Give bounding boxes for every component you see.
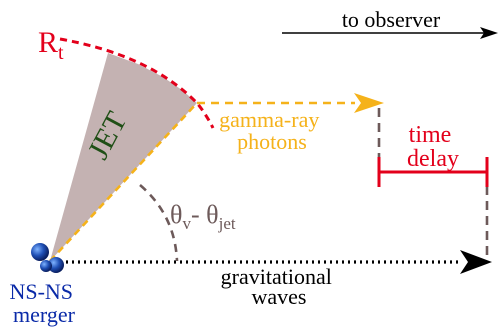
photon-arrowhead [354,93,384,113]
radius-label: Rt [38,26,64,64]
merger-label: NS-NS merger [9,279,78,327]
angle-arc [139,184,179,262]
gravitational-waves-label: gravitational waves [221,264,338,309]
wave-arrowhead [460,250,492,274]
observer-label: to observer [342,7,441,32]
neutron-star-3 [40,260,52,272]
jet-cone [50,53,197,261]
time-delay-label: time delay [407,122,459,172]
observer-arrowhead [480,27,498,39]
photons-label: gamma-ray photons [219,107,325,154]
neutron-star-2 [48,257,64,273]
angle-label: θv- θjet [170,200,236,233]
radius-arc [59,37,215,129]
neutron-star-1 [31,243,49,261]
